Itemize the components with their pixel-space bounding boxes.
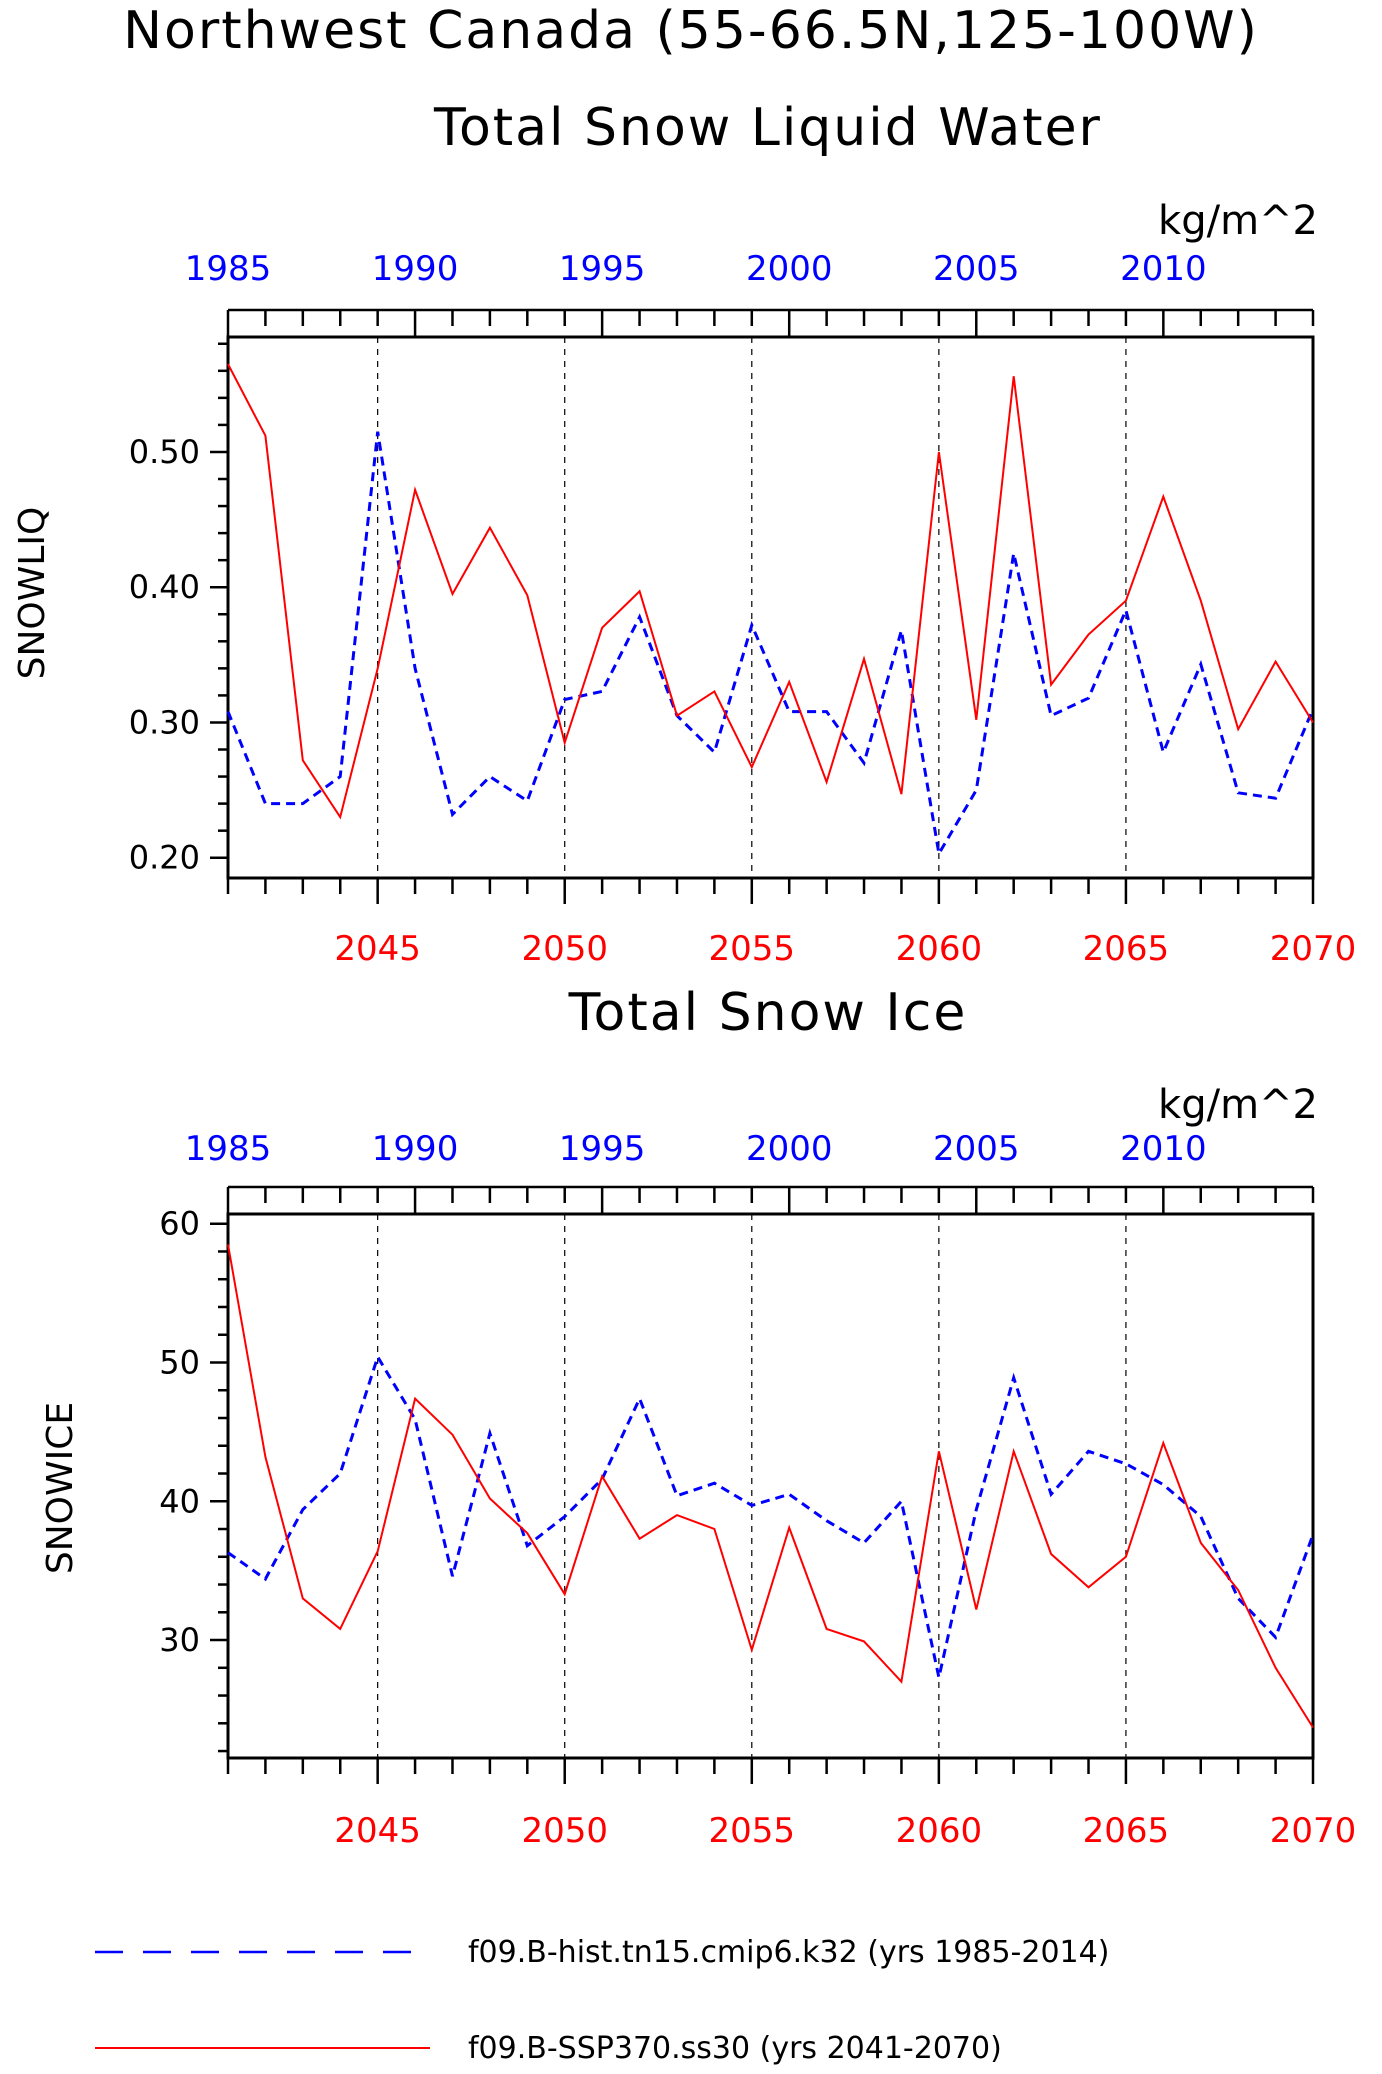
bottom-tick-label-snowice: 2060 <box>896 1811 983 1851</box>
bottom-tick-label-snowliq: 2065 <box>1083 929 1170 969</box>
panel-title-snowliq: Total Snow Liquid Water <box>433 98 1102 158</box>
panel-snowliq: Total Snow Liquid Water kg/m^2 SNOWLIQ 1… <box>12 98 1356 969</box>
legend-label-hist: f09.B-hist.tn15.cmip6.k32 (yrs 1985-2014… <box>468 1935 1109 1970</box>
series-line-hist-snowliq <box>226 431 1315 859</box>
top-tick-label-snowice: 2005 <box>933 1129 1020 1169</box>
panel-snowice: Total Snow Ice kg/m^2 SNOWICE 1985 1990 19… <box>40 983 1356 1851</box>
legend-label-ssp: f09.B-SSP370.ss30 (yrs 2041-2070) <box>468 2031 1002 2066</box>
bottom-tick-label-snowice: 2055 <box>709 1811 796 1851</box>
panel-title-snowice: Total Snow Ice <box>568 983 968 1043</box>
y-tick-label-snowliq: 0.40 <box>129 568 200 606</box>
bottom-tick-label-snowice: 2070 <box>1270 1811 1357 1851</box>
figure-title: Northwest Canada (55-66.5N,125-100W) <box>123 1 1259 61</box>
top-tick-label-snowice: 1990 <box>372 1129 459 1169</box>
top-tick-label-snowice: 1985 <box>185 1129 272 1169</box>
top-tick-label-snowliq: 2000 <box>746 249 833 289</box>
legend: f09.B-hist.tn15.cmip6.k32 (yrs 1985-2014… <box>95 1935 1109 2066</box>
bottom-tick-label-snowliq: 2045 <box>334 929 421 969</box>
top-tick-label-snowliq: 1995 <box>559 249 646 289</box>
top-tick-label-snowice: 1995 <box>559 1129 646 1169</box>
plot-frame-snowice <box>226 1212 1315 1760</box>
top-tick-label-snowliq: 1990 <box>372 249 459 289</box>
bottom-tick-label-snowliq: 2070 <box>1270 929 1357 969</box>
bottom-tick-label-snowice: 2045 <box>334 1811 421 1851</box>
units-label-snowice: kg/m^2 <box>1158 1082 1318 1128</box>
y-tick-label-snowice: 40 <box>159 1482 200 1520</box>
y-tick-label-snowice: 30 <box>159 1621 200 1659</box>
y-tick-label-snowliq: 0.20 <box>129 839 200 877</box>
bottom-tick-label-snowice: 2065 <box>1083 1811 1170 1851</box>
bottom-tick-label-snowliq: 2060 <box>896 929 983 969</box>
bottom-tick-label-snowice: 2050 <box>521 1811 608 1851</box>
bottom-tick-label-snowliq: 2055 <box>709 929 796 969</box>
units-label-snowliq: kg/m^2 <box>1158 198 1318 244</box>
y-tick-label-snowice: 60 <box>159 1205 200 1243</box>
y-tick-label-snowliq: 0.30 <box>129 703 200 741</box>
series-line-hist-snowice <box>227 1353 1315 1678</box>
top-tick-label-snowice: 2000 <box>746 1129 833 1169</box>
top-tick-label-snowliq: 2005 <box>933 249 1020 289</box>
series-line-ssp-snowice <box>227 1244 1314 1729</box>
top-tick-label-snowliq: 2010 <box>1120 249 1207 289</box>
top-tick-label-snowliq: 1985 <box>185 249 272 289</box>
y-axis-label-snowice: SNOWICE <box>40 1402 81 1574</box>
y-tick-label-snowliq: 0.50 <box>129 433 200 471</box>
top-tick-label-snowice: 2010 <box>1120 1129 1207 1169</box>
y-tick-label-snowice: 50 <box>159 1343 200 1381</box>
plot-frame-snowliq <box>226 335 1315 880</box>
bottom-tick-label-snowliq: 2050 <box>521 929 608 969</box>
y-axis-label-snowliq: SNOWLIQ <box>12 507 53 680</box>
series-line-ssp-snowliq <box>227 363 1314 820</box>
